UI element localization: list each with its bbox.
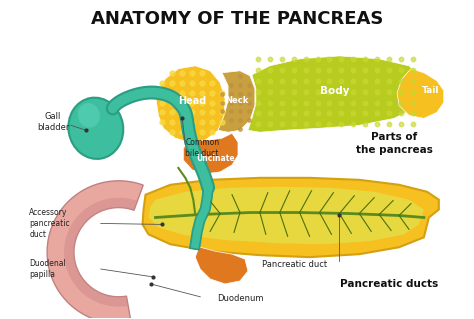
Polygon shape [248,56,424,132]
Polygon shape [155,66,225,142]
Polygon shape [195,247,248,284]
Text: Pancreatic ducts: Pancreatic ducts [340,279,438,289]
Text: Accessory
pancreatic
duct: Accessory pancreatic duct [29,208,70,239]
Polygon shape [183,133,238,174]
Text: Duodenum: Duodenum [217,294,263,303]
Polygon shape [47,181,143,319]
Polygon shape [148,187,424,244]
Text: Gall
bladder: Gall bladder [37,112,69,132]
Polygon shape [397,69,444,118]
Polygon shape [218,71,255,132]
Text: ANATOMY OF THE PANCREAS: ANATOMY OF THE PANCREAS [91,10,383,28]
Text: Uncinate: Uncinate [196,153,235,162]
Text: Parts of
the pancreas: Parts of the pancreas [356,132,432,155]
Text: Pancreatic duct: Pancreatic duct [262,260,327,269]
Text: Head: Head [178,95,206,106]
Polygon shape [143,178,439,257]
Ellipse shape [68,98,123,159]
Ellipse shape [78,103,100,128]
Text: Common
bile duct: Common bile duct [185,138,219,158]
Text: Duodenal
papilla: Duodenal papilla [29,259,66,279]
Polygon shape [64,198,137,307]
Text: Tail: Tail [422,86,439,95]
Text: Neck: Neck [225,96,249,105]
Text: Body: Body [319,85,349,96]
